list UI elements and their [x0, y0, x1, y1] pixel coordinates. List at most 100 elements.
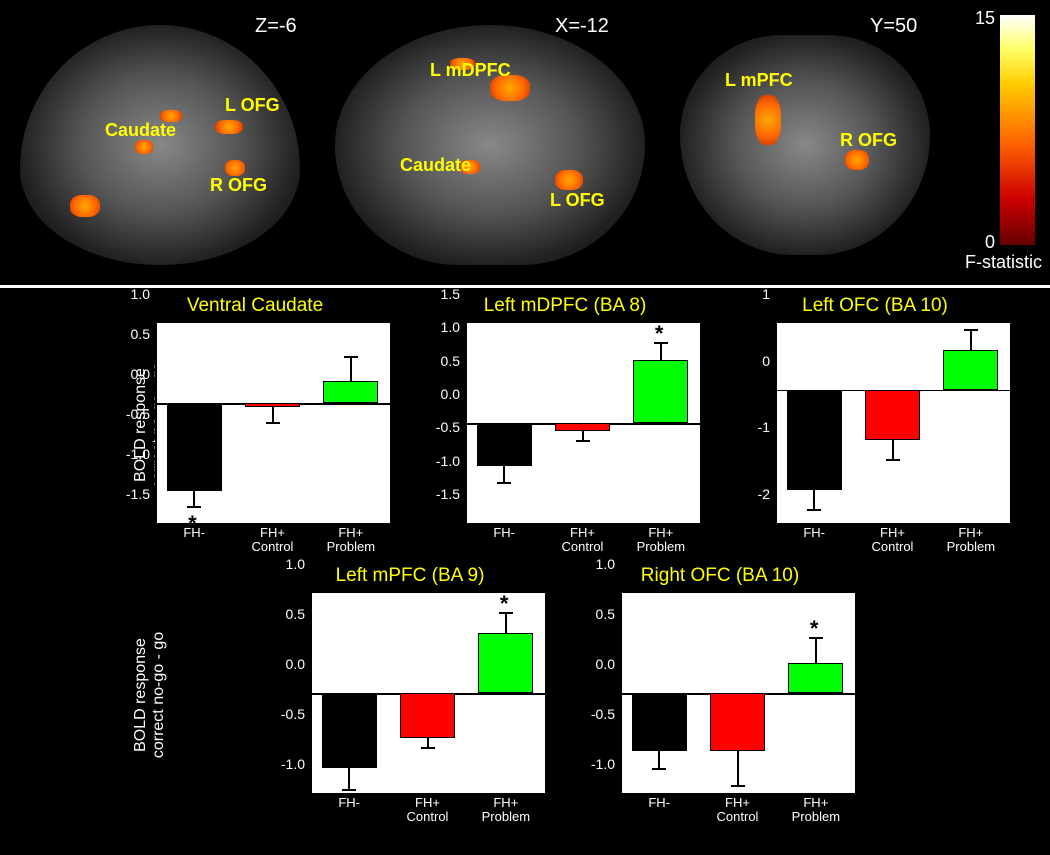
y-tick-label: 0.0 [265, 656, 305, 672]
y-tick-label: -1.0 [110, 446, 150, 462]
error-bar [193, 491, 195, 507]
activation-blob [755, 95, 781, 145]
significance-star: * [500, 591, 509, 617]
y-tick-label: -0.5 [265, 706, 305, 722]
colorbar [1000, 15, 1035, 245]
bar [710, 693, 765, 751]
y-tick-label: -1 [730, 419, 770, 435]
y-tick-label: -0.5 [575, 706, 615, 722]
x-tick-label: FH+ Problem [932, 526, 1010, 555]
bar-chart: Right OFC (BA 10)*-1.0-0.50.00.51.0FH-FH… [575, 565, 865, 825]
error-bar [892, 440, 894, 460]
x-tick-label: FH+ Control [388, 796, 466, 825]
y-tick-label: 0.0 [420, 386, 460, 402]
significance-star: * [810, 616, 819, 642]
activation-blob [555, 170, 583, 190]
x-tick-label: FH+ Problem [777, 796, 855, 825]
chart-title: Ventral Caudate [187, 295, 323, 317]
y-tick-label: -1.5 [110, 486, 150, 502]
bar-chart: Ventral Caudate*-1.5-1.0-0.50.00.51.0FH-… [110, 295, 400, 555]
error-cap [731, 785, 745, 787]
y-axis-line [155, 323, 157, 523]
plot-area: * [310, 593, 545, 793]
bar [400, 693, 455, 738]
region-label: R OFG [840, 130, 897, 151]
chart-title: Left mDPFC (BA 8) [484, 295, 647, 317]
slice-label-z: Z=-6 [255, 15, 297, 38]
y-tick-label: 1.0 [420, 319, 460, 335]
region-label: Caudate [105, 120, 176, 141]
y-tick-label: 1.0 [110, 286, 150, 302]
region-label: L mDPFC [430, 60, 511, 81]
error-bar [658, 751, 660, 769]
slice-label-y: Y=50 [870, 15, 917, 38]
plot-area: * [775, 323, 1010, 523]
chart-title: Left OFC (BA 10) [802, 295, 948, 317]
y-tick-label: 0.0 [110, 366, 150, 382]
significance-star: * [965, 308, 974, 334]
activation-blob [845, 150, 869, 170]
y-tick-label: -1.0 [265, 756, 305, 772]
y-axis-line [465, 323, 467, 523]
y-tick-label: -1.0 [420, 453, 460, 469]
y-tick-label: 0.5 [575, 606, 615, 622]
section-divider [0, 285, 1050, 288]
activation-blob [70, 195, 100, 217]
bar [865, 390, 920, 440]
significance-star: * [655, 321, 664, 347]
y-tick-label: -0.5 [420, 419, 460, 435]
region-label: Caudate [400, 155, 471, 176]
y-tick-label: 0.5 [420, 353, 460, 369]
charts-panel: BOLD response correct no-go - go Ventral… [0, 295, 1050, 825]
slice-label-x: X=-12 [555, 15, 609, 38]
plot-area: * [465, 323, 700, 523]
error-cap [807, 509, 821, 511]
y-tick-label: 1.5 [420, 286, 460, 302]
x-tick-label: FH- [620, 796, 698, 810]
y-tick-label: 1 [730, 286, 770, 302]
y-axis-line [620, 593, 622, 793]
bar-chart: Left OFC (BA 10)*-2-101FH-FH+ ControlFH+… [730, 295, 1020, 555]
bar [632, 693, 687, 751]
bar [322, 693, 377, 768]
brain-slices-panel: Z=-6 X=-12 Y=50 Caudate L OFG R OFG L mDPFC… [0, 0, 1050, 285]
plot-area: * [155, 323, 390, 523]
bar [555, 423, 610, 431]
y-axis-line [310, 593, 312, 793]
x-tick-label: FH+ Control [233, 526, 311, 555]
error-cap [266, 422, 280, 424]
y-tick-label: 1.0 [265, 556, 305, 572]
error-cap [344, 356, 358, 358]
activation-blob [215, 120, 243, 134]
y-axis-label-line1: BOLD response [132, 595, 150, 795]
x-tick-label: FH+ Problem [622, 526, 700, 555]
bar [633, 360, 688, 423]
error-cap [497, 482, 511, 484]
y-axis-line [775, 323, 777, 523]
brain-axial [20, 25, 300, 265]
x-tick-label: FH- [310, 796, 388, 810]
error-cap [187, 506, 201, 508]
bar-chart: Left mDPFC (BA 8)*-1.5-1.0-0.50.00.51.01… [420, 295, 710, 555]
y-tick-label: -0.5 [110, 406, 150, 422]
region-label: R OFG [210, 175, 267, 196]
colorbar-label: F-statistic [965, 252, 1042, 273]
error-bar [813, 490, 815, 510]
bar [478, 633, 533, 693]
colorbar-max: 15 [975, 8, 995, 29]
y-tick-label: -1.5 [420, 486, 460, 502]
region-label: L mPFC [725, 70, 793, 91]
y-tick-label: 0.0 [575, 656, 615, 672]
chart-title: Right OFC (BA 10) [641, 565, 799, 587]
error-cap [342, 789, 356, 791]
region-label: L OFG [225, 95, 280, 116]
chart-title: Left mPFC (BA 9) [336, 565, 485, 587]
plot-area: * [620, 593, 855, 793]
bar [323, 381, 378, 403]
activation-blob [225, 160, 245, 176]
error-bar [737, 751, 739, 786]
y-tick-label: 0 [730, 353, 770, 369]
bar [477, 423, 532, 466]
bar-chart: Left mPFC (BA 9)*-1.0-0.50.00.51.0FH-FH+… [265, 565, 555, 825]
y-tick-label: -1.0 [575, 756, 615, 772]
